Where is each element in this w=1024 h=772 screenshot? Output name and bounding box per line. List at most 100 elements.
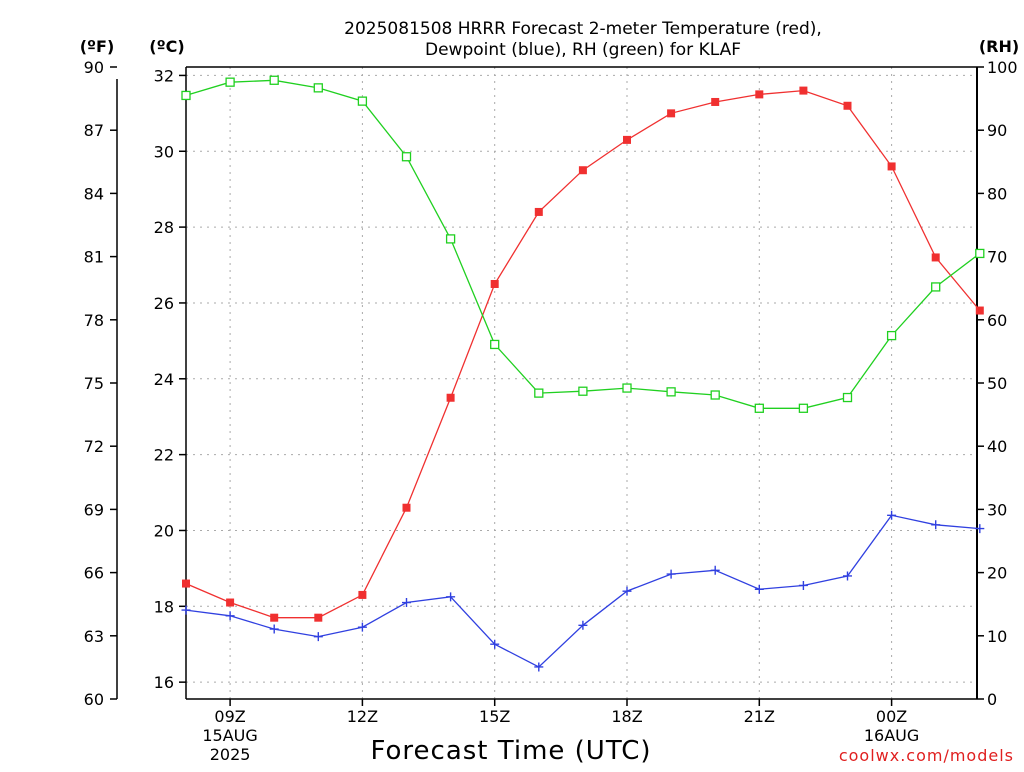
rh-point bbox=[357, 96, 368, 106]
temperature-point bbox=[578, 166, 587, 175]
x-tick-year-label: 2025 bbox=[210, 745, 251, 764]
rh-tick-label: 70 bbox=[987, 248, 1007, 267]
data-series bbox=[181, 75, 985, 672]
rh-tick-label: 40 bbox=[987, 437, 1007, 456]
temperature-point bbox=[534, 207, 543, 216]
rh-tick-label: 100 bbox=[987, 58, 1018, 77]
rh-tick-label: 30 bbox=[987, 500, 1007, 519]
credit-text: coolwx.com/models bbox=[839, 746, 1014, 765]
rh-point bbox=[445, 234, 456, 244]
temperature-point bbox=[182, 579, 190, 588]
temperature-point bbox=[226, 598, 235, 607]
rh-point bbox=[181, 90, 191, 101]
rh-tick-label: 0 bbox=[987, 690, 997, 709]
fahrenheit-tick-label: 84 bbox=[84, 184, 104, 203]
celsius-tick-label: 24 bbox=[154, 370, 174, 389]
rh-tick-label: 20 bbox=[987, 564, 1007, 583]
dewpoint-point bbox=[798, 580, 808, 590]
rh-point bbox=[798, 403, 809, 413]
chart-title-line1: 2025081508 HRRR Forecast 2-meter Tempera… bbox=[344, 19, 822, 39]
temperature-point bbox=[711, 97, 720, 106]
temperature-point bbox=[667, 109, 676, 118]
rh-point bbox=[490, 339, 500, 350]
temperature-point bbox=[358, 590, 367, 599]
dewpoint-point bbox=[666, 569, 676, 579]
rh-point bbox=[622, 383, 632, 393]
temperature-point bbox=[755, 90, 764, 99]
rh-point bbox=[401, 152, 412, 162]
x-tick-label: 12Z bbox=[347, 707, 378, 726]
dewpoint-point bbox=[843, 571, 852, 581]
dewpoint-point bbox=[269, 624, 279, 634]
dewpoint-point bbox=[754, 584, 764, 594]
dewpoint-point bbox=[578, 620, 588, 630]
rh-tick-label: 60 bbox=[987, 311, 1007, 330]
celsius-tick-label: 26 bbox=[154, 294, 174, 313]
x-axis-label: Forecast Time (UTC) bbox=[370, 736, 651, 766]
dewpoint-point bbox=[534, 662, 544, 672]
celsius-tick-label: 32 bbox=[154, 66, 174, 85]
rh-point bbox=[269, 75, 279, 85]
chart-title-line2: Dewpoint (blue), RH (green) for KLAF bbox=[425, 40, 741, 60]
fahrenheit-tick-label: 75 bbox=[84, 374, 104, 393]
celsius-tick-label: 16 bbox=[154, 673, 174, 692]
dewpoint-point bbox=[931, 520, 941, 530]
celsius-tick-label: 30 bbox=[154, 142, 174, 161]
rh-point bbox=[931, 282, 941, 292]
rh-point bbox=[578, 386, 588, 396]
x-tick-date-label: 15AUG bbox=[202, 726, 257, 745]
rh-point bbox=[975, 248, 985, 259]
rh-series bbox=[181, 75, 985, 413]
temperature-point bbox=[314, 613, 323, 622]
rh-point bbox=[754, 403, 764, 413]
celsius-tick-label: 22 bbox=[154, 446, 174, 465]
rh-point bbox=[225, 77, 235, 87]
temperature-point bbox=[270, 613, 279, 622]
rh-tick-label: 90 bbox=[987, 121, 1007, 140]
x-tick-label: 09Z bbox=[214, 707, 245, 726]
rh-line bbox=[185, 79, 981, 409]
rh-point bbox=[886, 330, 897, 341]
x-tick-label: 15Z bbox=[479, 707, 510, 726]
rh-point bbox=[842, 392, 853, 403]
temperature-point bbox=[623, 135, 631, 144]
dewpoint-point bbox=[181, 605, 191, 615]
celsius-axis-unit: (ºC) bbox=[149, 37, 184, 56]
celsius-tick-label: 20 bbox=[154, 521, 174, 540]
dewpoint-point bbox=[357, 622, 367, 632]
temperature-point bbox=[799, 86, 808, 95]
rh-point bbox=[710, 390, 720, 400]
dewpoint-point bbox=[490, 639, 500, 649]
fahrenheit-axis-unit: (ºF) bbox=[80, 37, 115, 56]
temperature-point bbox=[843, 101, 852, 110]
x-tick-label: 21Z bbox=[744, 707, 775, 726]
fahrenheit-tick-label: 81 bbox=[84, 248, 104, 267]
fahrenheit-tick-label: 87 bbox=[84, 121, 104, 140]
x-tick-label: 00Z bbox=[876, 707, 907, 726]
dewpoint-point bbox=[225, 611, 235, 621]
fahrenheit-tick-label: 78 bbox=[84, 311, 104, 330]
rh-tick-label: 10 bbox=[987, 627, 1007, 646]
dewpoint-point bbox=[313, 632, 323, 642]
rh-point bbox=[313, 83, 323, 93]
rh-point bbox=[534, 388, 544, 398]
dewpoint-point bbox=[446, 592, 456, 602]
temperature-point bbox=[402, 503, 411, 512]
dewpoint-point bbox=[887, 510, 897, 520]
fahrenheit-tick-label: 90 bbox=[84, 58, 104, 77]
temperature-point bbox=[931, 253, 940, 262]
fahrenheit-tick-label: 63 bbox=[84, 627, 104, 646]
rh-point bbox=[666, 387, 676, 397]
temperature-point bbox=[490, 279, 499, 288]
rh-tick-label: 80 bbox=[987, 184, 1007, 203]
dewpoint-line bbox=[185, 514, 980, 668]
dewpoint-point bbox=[710, 565, 720, 575]
temperature-point bbox=[446, 393, 455, 402]
fahrenheit-tick-label: 72 bbox=[84, 437, 104, 456]
dewpoint-point bbox=[622, 586, 632, 596]
grid-lines bbox=[186, 67, 977, 699]
dewpoint-point bbox=[975, 524, 985, 534]
